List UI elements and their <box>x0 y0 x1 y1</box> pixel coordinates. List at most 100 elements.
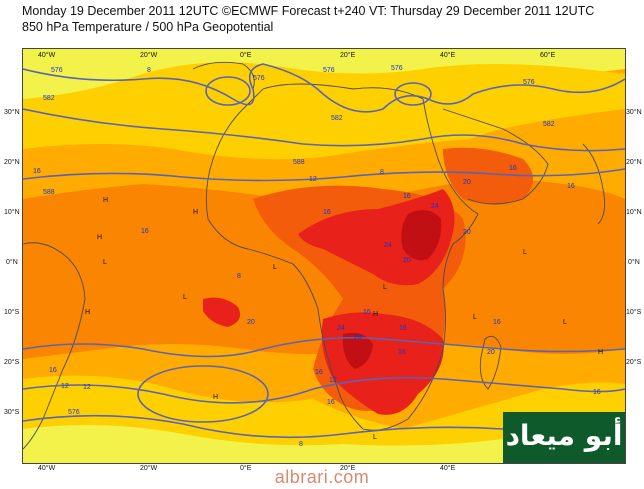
temp-label-z: 16 <box>493 319 501 326</box>
contour-label-588-a: 588 <box>293 159 305 166</box>
temp-label-j: 24 <box>431 203 439 210</box>
lon-label-top: 20°W <box>140 52 158 59</box>
geopotential-low-ring-mediterranean <box>394 82 432 106</box>
lon-label-top: 40°E <box>440 52 456 59</box>
lon-label-top: 60°E <box>540 52 556 59</box>
temp-label-c: 8 <box>299 441 303 448</box>
lon-label-bottom: 40°W <box>38 465 56 472</box>
temp-label-ad: 12 <box>83 384 91 391</box>
lat-label-left: 10°N <box>4 209 20 216</box>
temp-label-n: 16 <box>403 193 411 200</box>
low-marker: L <box>473 314 477 321</box>
forecast-subtitle: 850 hPa Temperature / 500 hPa Geopotenti… <box>22 20 274 34</box>
cool-band-north <box>23 62 625 199</box>
temp-label-d: 12 <box>309 176 317 183</box>
temp-label-i: 20 <box>463 179 471 186</box>
cold-band-south <box>23 425 625 463</box>
temp-label-a: 8 <box>147 67 151 74</box>
hot-region-arabia <box>443 147 533 204</box>
temp-label-g: 12 <box>61 383 69 390</box>
forecast-map: 576 576 576 576 576 582 582 582 576 588 … <box>22 48 626 464</box>
contour-label-576-a: 576 <box>51 67 63 74</box>
lat-label-left: 20°N <box>4 159 20 166</box>
low-marker: L <box>383 284 387 291</box>
temp-label-w: 20 <box>487 349 495 356</box>
contour-label-582-b: 582 <box>331 115 343 122</box>
india-coastline <box>582 143 606 225</box>
south-america-coastline <box>23 242 86 450</box>
high-marker: H <box>598 349 604 356</box>
high-marker: H <box>97 234 103 241</box>
contour-label-576-f: 576 <box>68 409 80 416</box>
contour-label-576-d: 576 <box>391 65 403 72</box>
hottest-core-east-africa <box>401 210 442 261</box>
temp-label-s: 8 <box>237 273 241 280</box>
logo-overlay: أبو ميعاد <box>503 412 625 463</box>
iberia-coastline <box>192 61 255 90</box>
temperature-map-canvas <box>23 49 625 463</box>
high-marker: H <box>85 309 91 316</box>
hotter-core-angola <box>203 297 241 327</box>
low-marker: L <box>273 264 277 271</box>
temp-label-aa: 16 <box>49 367 57 374</box>
temp-label-l: 24 <box>384 242 392 249</box>
temp-label-f: 16 <box>33 168 41 175</box>
temp-label-r: 16 <box>315 369 323 376</box>
lon-label-bottom: 40°E <box>440 465 456 472</box>
geopotential-line-588-south <box>23 336 625 358</box>
geopotential-line-588-north <box>23 168 625 182</box>
madagascar-coastline <box>479 335 502 390</box>
lat-label-right: 30°N <box>626 109 642 116</box>
contour-label-576-b: 576 <box>253 75 265 82</box>
temp-label-k: 20 <box>463 229 471 236</box>
high-marker: H <box>193 209 199 216</box>
lon-label-bottom: 20°E <box>340 465 356 472</box>
temp-label-ab: 16 <box>323 209 331 216</box>
africa-coastline <box>205 83 479 431</box>
temp-label-h: 16 <box>509 165 517 172</box>
temp-label-ae: 16 <box>398 349 406 356</box>
lon-label-bottom: 20°W <box>140 465 158 472</box>
temp-label-o: 20 <box>247 319 255 326</box>
low-marker: L <box>373 434 377 441</box>
lat-label-right: 0°N <box>628 259 640 266</box>
site-watermark: albrari.com <box>274 467 370 487</box>
lat-label-right: 10°N <box>626 209 642 216</box>
temp-label-y: 16 <box>593 389 601 396</box>
low-marker: L <box>103 259 107 266</box>
contour-label-588-b: 588 <box>43 189 55 196</box>
forecast-title: Monday 19 December 2011 12UTC ©ECMWF For… <box>22 4 595 18</box>
lon-label-top: 20°E <box>340 52 356 59</box>
low-marker: L <box>563 319 567 326</box>
temp-label-p: 16 <box>399 325 407 332</box>
hottest-core-kalahari <box>342 332 373 369</box>
arabia-coastline <box>442 108 549 205</box>
lat-label-right: 10°S <box>626 309 642 316</box>
lat-label-left: 30°N <box>4 109 20 116</box>
lon-label-top: 0°E <box>240 52 252 59</box>
geopotential-ring-south-atlantic <box>137 365 269 423</box>
temp-label-u: 24 <box>337 325 345 332</box>
lat-label-left: 10°S <box>4 309 20 316</box>
high-marker: H <box>213 394 219 401</box>
geopotential-line-576 <box>23 63 625 113</box>
geopotential-line-582 <box>23 108 625 152</box>
temp-label-t: 20 <box>354 334 362 341</box>
contour-label-582-c: 582 <box>543 121 555 128</box>
lat-label-left: 20°S <box>4 359 20 366</box>
logo-text: أبو ميعاد <box>505 419 623 452</box>
temp-label-e: 16 <box>141 228 149 235</box>
high-marker: H <box>373 311 379 318</box>
low-marker: L <box>523 249 527 256</box>
contour-label-576-c: 576 <box>323 67 335 74</box>
lon-label-top: 40°W <box>38 52 56 59</box>
lat-label-right: 20°N <box>626 159 642 166</box>
temp-label-ac: 16 <box>363 309 371 316</box>
lat-label-left: 30°S <box>4 409 20 416</box>
temp-label-q: 12 <box>329 377 337 384</box>
lat-label-left: 0°N <box>6 259 18 266</box>
low-marker: L <box>183 294 187 301</box>
geopotential-line-582-south <box>23 376 625 404</box>
geopotential-low-ring-atlantic <box>205 76 251 106</box>
lat-label-right: 20°S <box>626 359 642 366</box>
